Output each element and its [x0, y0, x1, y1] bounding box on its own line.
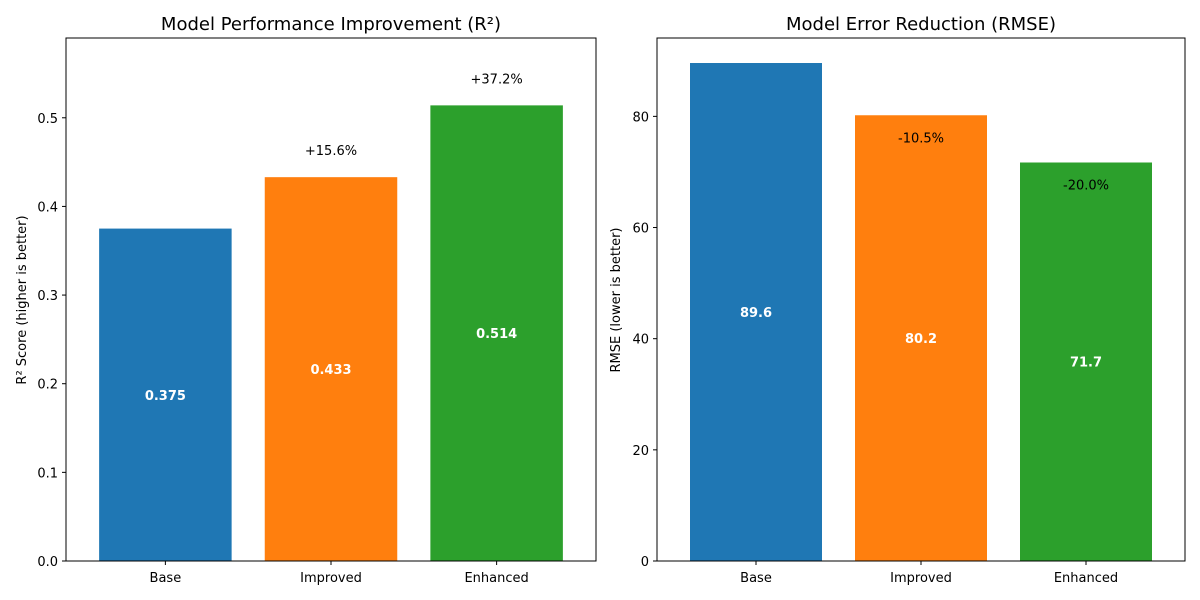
rmse-bar-base [690, 63, 822, 562]
r2-y-tick-label: 0.4 [37, 200, 58, 215]
rmse-bar-improved [855, 115, 987, 561]
r2-value-label-improved: 0.433 [310, 363, 351, 378]
r2-chart-panel: Model Performance Improvement (R²) R² Sc… [15, 14, 597, 586]
r2-x-tick-label-improved: Improved [300, 571, 362, 586]
r2-change-label-enhanced: +37.2% [471, 72, 523, 87]
r2-y-tick-label: 0.0 [37, 555, 58, 570]
rmse-value-label-base: 89.6 [740, 306, 772, 321]
rmse-value-label-enhanced: 71.7 [1070, 356, 1102, 371]
rmse-chart-panel: Model Error Reduction (RMSE) RMSE (lower… [609, 14, 1186, 586]
r2-y-axis-label: R² Score (higher is better) [15, 215, 30, 384]
r2-y-tick-label: 0.1 [37, 466, 58, 481]
rmse-bar-enhanced [1020, 162, 1152, 561]
rmse-x-tick-label-improved: Improved [890, 571, 952, 586]
rmse-y-tick-label: 80 [632, 110, 649, 125]
rmse-change-label-enhanced: -20.0% [1063, 178, 1109, 193]
r2-value-label-base: 0.375 [145, 389, 186, 404]
r2-bar-improved [264, 177, 398, 561]
r2-change-label-improved: +15.6% [305, 144, 357, 159]
rmse-y-tick-label: 40 [632, 333, 649, 348]
r2-y-tick-label: 0.2 [37, 378, 58, 393]
r2-bar-enhanced [430, 105, 563, 561]
rmse-y-tick-label: 60 [632, 222, 649, 237]
r2-value-label-enhanced: 0.514 [476, 327, 517, 342]
r2-y-tick-label: 0.3 [37, 289, 58, 304]
rmse-x-tick-label-base: Base [740, 571, 772, 586]
rmse-y-axis-label: RMSE (lower is better) [609, 228, 624, 373]
r2-x-tick-label-enhanced: Enhanced [464, 571, 528, 586]
rmse-y-tick-label: 20 [632, 444, 649, 459]
rmse-y-tick-label: 0 [641, 555, 649, 570]
r2-bar-base [99, 228, 232, 561]
r2-y-tick-label: 0.5 [37, 112, 58, 127]
rmse-value-label-improved: 80.2 [905, 332, 937, 347]
r2-x-tick-label-base: Base [150, 571, 182, 586]
rmse-axes-frame [656, 37, 1186, 562]
r2-chart-title: Model Performance Improvement (R²) [161, 14, 501, 35]
rmse-chart-title: Model Error Reduction (RMSE) [786, 14, 1056, 35]
r2-axes-frame [65, 37, 597, 562]
rmse-change-label-improved: -10.5% [898, 131, 944, 146]
rmse-x-tick-label-enhanced: Enhanced [1054, 571, 1118, 586]
